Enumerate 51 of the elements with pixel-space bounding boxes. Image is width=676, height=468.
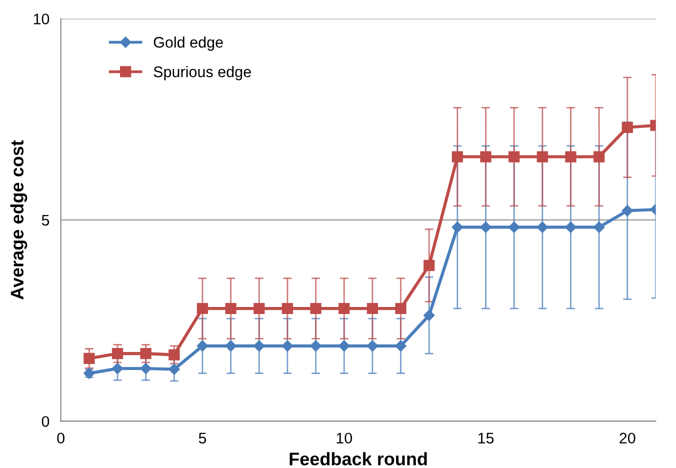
point bbox=[225, 302, 236, 314]
point bbox=[225, 340, 236, 352]
point bbox=[424, 260, 435, 271]
x-tick-label: 20 bbox=[620, 432, 636, 444]
point bbox=[254, 340, 265, 352]
point bbox=[480, 222, 492, 233]
point bbox=[480, 151, 492, 162]
y-axis-title: Average edge cost bbox=[10, 140, 28, 300]
y-tick-label: 10 bbox=[34, 14, 50, 24]
point bbox=[622, 122, 633, 133]
legend-label: Spurious edge bbox=[154, 66, 251, 80]
point bbox=[594, 151, 605, 162]
point bbox=[452, 222, 464, 233]
point bbox=[112, 348, 124, 360]
point bbox=[622, 205, 633, 216]
x-tick-label: 15 bbox=[478, 432, 494, 444]
point bbox=[338, 302, 350, 314]
point bbox=[310, 340, 322, 352]
point bbox=[565, 222, 576, 233]
point bbox=[366, 340, 378, 352]
point bbox=[338, 340, 350, 352]
legend-label: Gold edge bbox=[154, 36, 223, 51]
point bbox=[536, 151, 548, 162]
point bbox=[112, 362, 124, 374]
point bbox=[310, 302, 322, 314]
point bbox=[366, 302, 378, 314]
x-tick-label: 10 bbox=[336, 432, 352, 444]
point bbox=[254, 302, 265, 314]
point bbox=[196, 302, 208, 314]
point bbox=[282, 302, 294, 314]
y-tick-label: 5 bbox=[42, 214, 50, 226]
point bbox=[282, 340, 294, 352]
point bbox=[395, 340, 406, 352]
point bbox=[84, 352, 95, 364]
point bbox=[565, 151, 576, 162]
y-tick-label: 0 bbox=[42, 416, 50, 427]
point bbox=[196, 340, 208, 352]
point bbox=[140, 348, 152, 360]
x-tick-label: 0 bbox=[57, 432, 64, 444]
point bbox=[395, 302, 406, 314]
point bbox=[508, 222, 520, 233]
point bbox=[452, 151, 463, 162]
point bbox=[168, 364, 180, 375]
point bbox=[140, 362, 152, 374]
x-axis-title: Feedback round bbox=[290, 452, 427, 466]
point bbox=[168, 349, 180, 360]
point bbox=[423, 310, 435, 321]
point bbox=[593, 222, 605, 233]
point bbox=[536, 222, 548, 233]
x-tick-label: 5 bbox=[198, 432, 206, 444]
point bbox=[508, 151, 520, 162]
